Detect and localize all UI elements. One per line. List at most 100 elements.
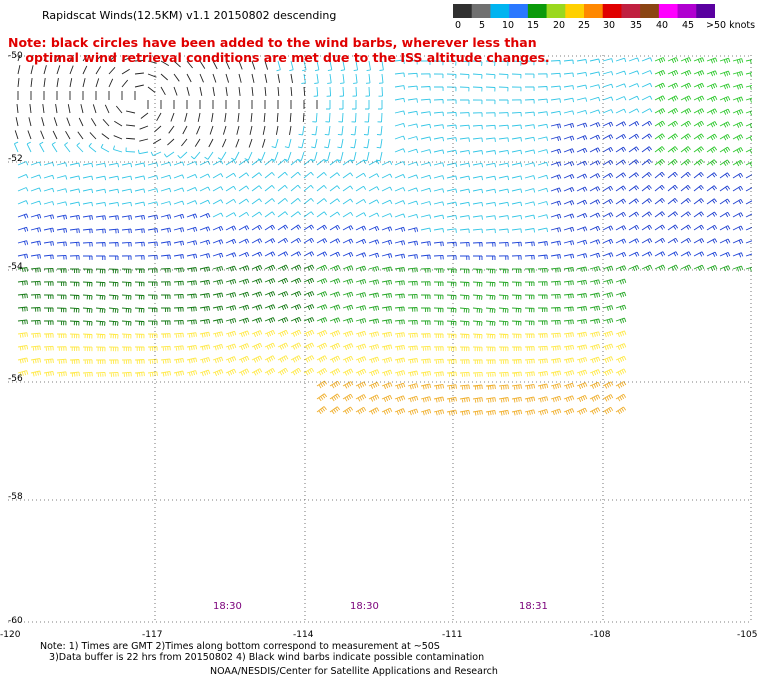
- wind-barb: [364, 112, 370, 123]
- wind-barb: [67, 104, 71, 114]
- wind-barb: [589, 186, 601, 192]
- latitude-label: -58: [8, 492, 23, 502]
- wind-barb: [147, 371, 158, 377]
- wind-barb: [550, 370, 562, 377]
- wind-barb: [745, 110, 752, 116]
- wind-barb: [147, 86, 156, 93]
- wind-barb: [498, 86, 509, 92]
- wind-barb: [654, 120, 666, 128]
- wind-barb: [121, 215, 132, 221]
- wind-barb: [362, 151, 370, 162]
- wind-barb: [264, 159, 275, 166]
- wind-barb: [212, 266, 224, 272]
- wind-barb: [27, 130, 32, 140]
- wind-barb: [420, 161, 432, 167]
- wind-barb: [17, 55, 21, 62]
- wind-barb: [303, 86, 306, 97]
- wind-barb: [563, 395, 575, 403]
- wind-barb: [628, 198, 639, 205]
- wind-barb: [43, 307, 54, 312]
- wind-barb: [745, 97, 752, 103]
- wind-barb: [485, 99, 496, 105]
- wind-barb: [433, 346, 444, 351]
- wind-barb: [329, 172, 340, 179]
- wind-barb: [186, 73, 192, 83]
- wind-barb: [173, 187, 185, 192]
- wind-barb: [732, 185, 744, 192]
- wind-barb: [329, 393, 341, 402]
- wind-barb: [550, 254, 561, 259]
- wind-barb: [706, 70, 718, 77]
- wind-barb: [745, 187, 752, 192]
- wind-barb: [602, 238, 614, 245]
- wind-barb: [576, 109, 588, 115]
- wind-barb: [537, 136, 549, 141]
- wind-barb: [199, 318, 211, 325]
- longitude-label: -120: [0, 630, 21, 640]
- wind-barb: [134, 294, 145, 300]
- wind-barb: [472, 359, 483, 365]
- wind-barb: [368, 331, 380, 338]
- wind-barb: [550, 161, 562, 167]
- wind-barb: [498, 320, 509, 326]
- wind-barb: [329, 224, 341, 231]
- wind-barb: [511, 307, 522, 313]
- wind-barb: [121, 175, 133, 181]
- wind-barb: [30, 370, 42, 377]
- wind-barb: [511, 175, 523, 180]
- wind-barb: [342, 225, 354, 231]
- wind-barb: [446, 124, 457, 130]
- wind-barb: [394, 370, 406, 377]
- wind-barb: [641, 211, 652, 218]
- wind-barb: [719, 185, 731, 192]
- wind-barb: [472, 73, 483, 79]
- wind-barb: [160, 294, 171, 299]
- wind-barb: [680, 82, 692, 89]
- wind-barb: [160, 307, 171, 312]
- wind-barb: [108, 307, 119, 313]
- wind-barb: [238, 86, 241, 96]
- wind-barb: [251, 86, 254, 96]
- time-label: 18:31: [519, 601, 548, 612]
- wind-barb: [485, 346, 496, 352]
- wind-barb: [82, 175, 94, 181]
- wind-barb: [355, 368, 367, 376]
- wind-barb: [745, 240, 752, 244]
- wind-barb: [160, 86, 166, 96]
- wind-barb: [77, 131, 84, 140]
- wind-barb: [511, 162, 523, 168]
- wind-barb: [459, 384, 470, 390]
- wind-barb: [446, 73, 457, 79]
- wind-barb: [336, 151, 344, 162]
- longitude-label: -111: [442, 630, 463, 640]
- wind-barb: [446, 99, 457, 104]
- wind-barb: [199, 306, 211, 312]
- wind-barb: [199, 60, 206, 69]
- wind-barb: [251, 172, 262, 179]
- wind-barb: [628, 224, 640, 231]
- wind-barb: [290, 277, 302, 284]
- wind-barb: [147, 254, 158, 260]
- wind-barb: [194, 138, 201, 147]
- credit-line: NOAA/NESDIS/Center for Satellite Applica…: [210, 666, 498, 677]
- wind-barb: [238, 291, 250, 298]
- wind-barb: [537, 187, 549, 193]
- wind-barb: [196, 125, 201, 135]
- latitude-label: -50: [8, 51, 23, 61]
- wind-barb: [368, 160, 380, 166]
- wind-barb: [459, 346, 470, 352]
- wind-barb: [303, 224, 315, 231]
- wind-barb: [43, 161, 55, 167]
- wind-barb: [420, 345, 431, 351]
- wind-barb: [745, 226, 752, 231]
- wind-barb: [342, 251, 354, 258]
- wind-barb: [381, 382, 393, 390]
- wind-barb: [17, 65, 21, 75]
- wind-barb: [641, 172, 652, 179]
- wind-barb: [95, 333, 106, 339]
- wind-barb: [615, 238, 627, 244]
- wind-barb: [537, 370, 549, 377]
- wind-barb: [212, 252, 224, 258]
- colorbar-swatch: [621, 4, 641, 18]
- wind-barb: [355, 381, 367, 389]
